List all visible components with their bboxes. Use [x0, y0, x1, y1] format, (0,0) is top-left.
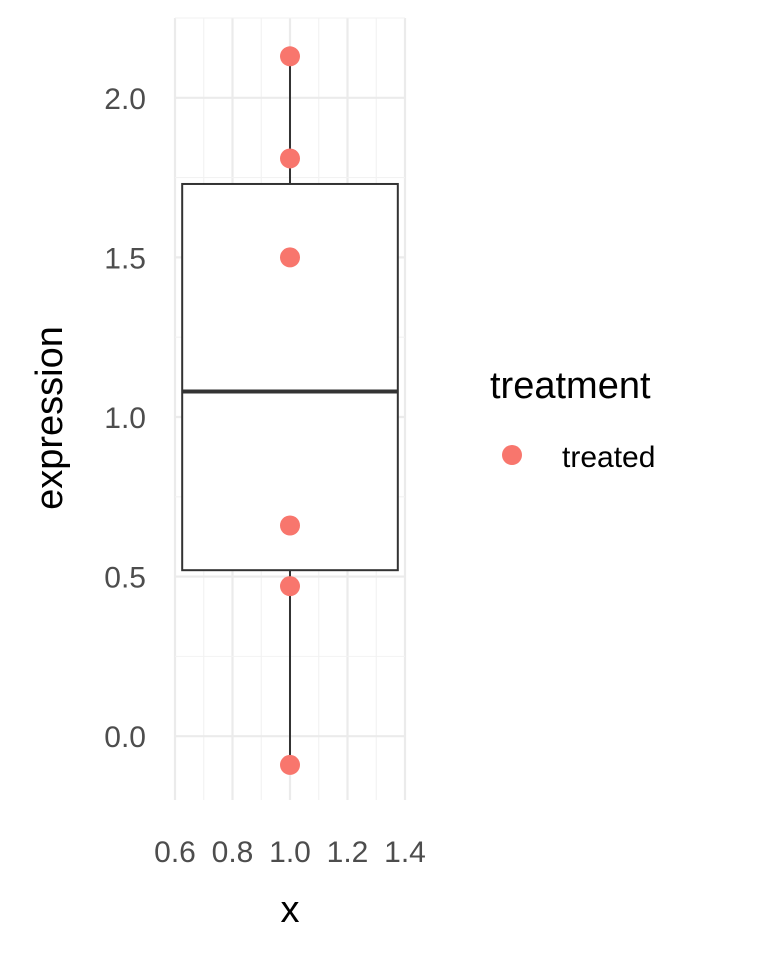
- x-tick-label: 0.6: [154, 836, 196, 869]
- boxplot: [181, 56, 399, 765]
- x-tick-label: 1.2: [327, 836, 369, 869]
- y-tick-label: 2.0: [104, 83, 146, 116]
- legend-label: treated: [562, 441, 655, 474]
- legend-entries: treated: [502, 441, 655, 474]
- legend-key: [502, 445, 522, 465]
- data-point: [280, 247, 300, 268]
- x-tick-label: 1.4: [384, 836, 426, 869]
- data-point: [280, 576, 300, 597]
- y-axis-title: expression: [29, 326, 71, 510]
- x-axis-title: x: [281, 889, 300, 931]
- data-point: [280, 754, 300, 775]
- y-tick-label: 1.5: [104, 242, 146, 275]
- y-tick-label: 1.0: [104, 402, 146, 435]
- y-tick-label: 0.5: [104, 562, 146, 595]
- x-tick-label: 1.0: [269, 836, 311, 869]
- data-points: [280, 46, 300, 775]
- legend: treatment treated: [490, 365, 655, 474]
- data-point: [280, 148, 300, 169]
- legend-title: treatment: [490, 365, 651, 407]
- data-point: [280, 515, 300, 536]
- x-tick-label: 0.8: [212, 836, 254, 869]
- box-iqr: [181, 182, 399, 572]
- y-tick-label: 0.0: [104, 721, 146, 754]
- data-point: [280, 46, 300, 67]
- tick-labels: 0.6 0.8 1.0 1.2 1.4 0.0 0.5 1.0 1.5 2.0: [104, 83, 426, 869]
